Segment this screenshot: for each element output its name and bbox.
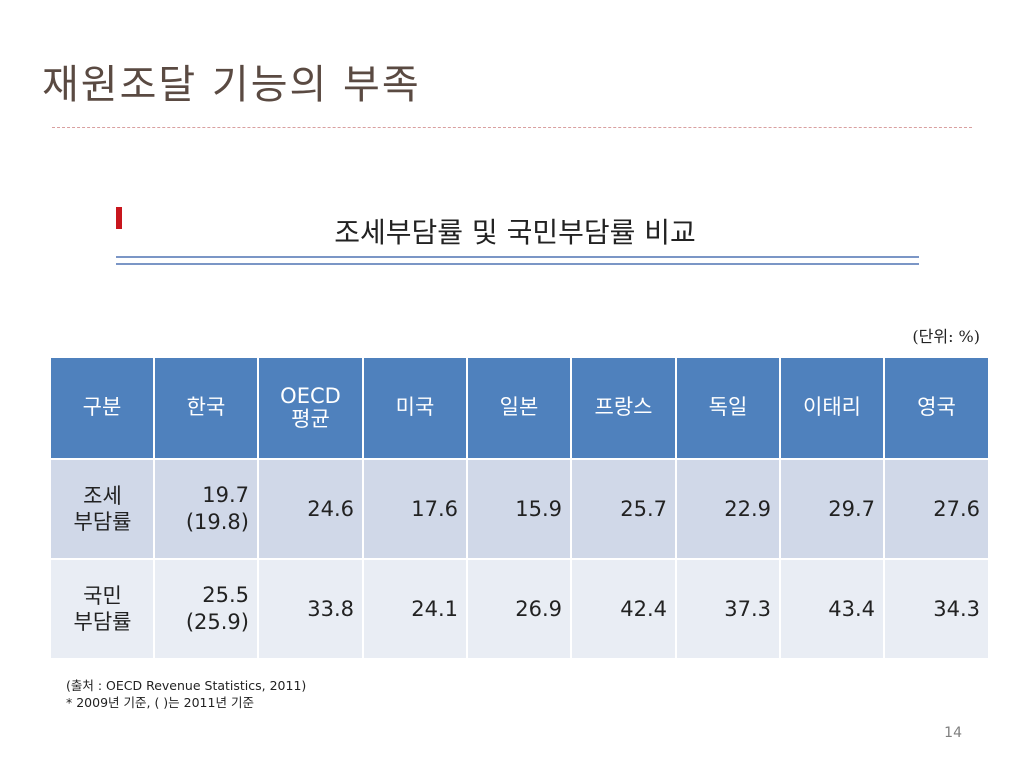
cell-uk-tax-burden: 27.6 — [883, 458, 990, 560]
row-label-line2: 부담률 — [73, 510, 132, 534]
cell-uk-national-burden: 34.3 — [883, 558, 990, 660]
cell-japan-tax-burden: 15.9 — [466, 458, 572, 560]
red-bullet-marker — [116, 207, 122, 229]
row-label-line1: 조세 — [83, 483, 122, 508]
cell-usa-tax-burden: 17.6 — [362, 458, 468, 560]
source-notes: (출처 : OECD Revenue Statistics, 2011) * 2… — [66, 677, 306, 711]
title-divider — [52, 127, 972, 128]
header-oecd-line1: OECD — [280, 383, 341, 408]
row-label-tax-burden: 조세 부담률 — [49, 458, 155, 560]
table-row-tax-burden: 조세 부담률 19.7 (19.8) 24.6 17.6 15.9 25.7 2… — [49, 458, 990, 560]
korea-value-2011: (25.9) — [185, 610, 249, 634]
header-oecd-average: OECD 평균 — [257, 356, 364, 460]
korea-value-2009: 19.7 — [202, 482, 249, 507]
table-row-national-burden: 국민 부담률 25.5 (25.9) 33.8 24.1 26.9 42.4 3… — [49, 558, 990, 660]
subtitle-double-rule — [116, 256, 919, 265]
header-france: 프랑스 — [570, 356, 677, 460]
header-germany: 독일 — [675, 356, 781, 460]
cell-oecd-tax-burden: 24.6 — [257, 458, 364, 560]
cell-oecd-national-burden: 33.8 — [257, 558, 364, 660]
row-label-national-burden: 국민 부담률 — [49, 558, 155, 660]
korea-value-2009: 25.5 — [202, 582, 249, 607]
cell-france-tax-burden: 25.7 — [570, 458, 677, 560]
cell-korea-tax-burden: 19.7 (19.8) — [153, 458, 259, 560]
slide-title: 재원조달 기능의 부족 — [42, 62, 421, 108]
row-label-line2: 부담률 — [73, 610, 132, 634]
cell-japan-national-burden: 26.9 — [466, 558, 572, 660]
cell-korea-national-burden: 25.5 (25.9) — [153, 558, 259, 660]
source-citation: (출처 : OECD Revenue Statistics, 2011) — [66, 678, 307, 693]
table-header-row: 구분 한국 OECD 평균 미국 일본 프랑스 독일 이태리 영국 — [49, 356, 990, 460]
cell-france-national-burden: 42.4 — [570, 558, 677, 660]
header-usa: 미국 — [362, 356, 468, 460]
cell-italy-tax-burden: 29.7 — [779, 458, 885, 560]
row-label-line1: 국민 — [83, 583, 122, 608]
header-uk: 영국 — [883, 356, 990, 460]
cell-germany-tax-burden: 22.9 — [675, 458, 781, 560]
header-italy: 이태리 — [779, 356, 885, 460]
footnote: * 2009년 기준, ( )는 2011년 기준 — [66, 695, 254, 710]
tax-burden-table: 구분 한국 OECD 평균 미국 일본 프랑스 독일 이태리 영국 조세 부담률… — [49, 356, 990, 660]
header-korea: 한국 — [153, 356, 259, 460]
header-japan: 일본 — [466, 356, 572, 460]
cell-italy-national-burden: 43.4 — [779, 558, 885, 660]
header-category: 구분 — [49, 356, 155, 460]
page-number: 14 — [944, 725, 962, 741]
table-subtitle: 조세부담률 및 국민부담률 비교 — [334, 216, 696, 249]
header-oecd-line2: 평균 — [291, 407, 330, 431]
cell-usa-national-burden: 24.1 — [362, 558, 468, 660]
cell-germany-national-burden: 37.3 — [675, 558, 781, 660]
unit-note: (단위: %) — [912, 327, 980, 346]
korea-value-2011: (19.8) — [185, 510, 249, 534]
